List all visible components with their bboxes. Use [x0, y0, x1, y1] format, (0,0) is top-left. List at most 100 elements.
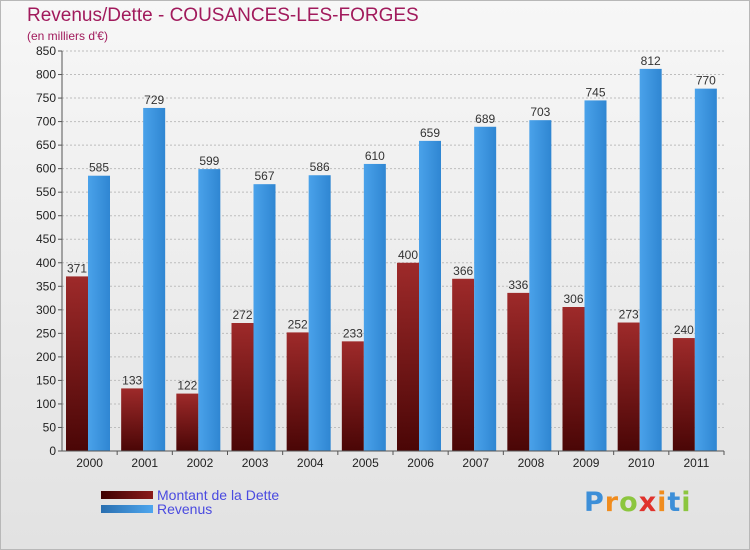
x-tick-label: 2000: [76, 456, 103, 470]
data-label: 371: [67, 261, 87, 275]
logo-letter: P: [584, 487, 605, 518]
data-label: 567: [254, 169, 274, 183]
y-tick-label: 550: [36, 185, 56, 199]
logo-letter: r: [604, 487, 620, 518]
bar-revenus: [143, 107, 166, 452]
x-tick-label: 2011: [684, 456, 710, 470]
data-label: 659: [420, 126, 440, 140]
y-tick-label: 600: [36, 162, 56, 176]
proxiti-logo: Proxiti: [584, 487, 692, 518]
y-tick-label: 50: [43, 420, 57, 434]
legend-label-dette: Montant de la Dette: [157, 487, 280, 503]
data-label: 703: [530, 105, 550, 119]
y-tick-label: 250: [36, 326, 56, 340]
y-tick-label: 100: [36, 397, 56, 411]
bar-dette: [176, 393, 199, 451]
y-tick-label: 0: [49, 444, 56, 458]
chart-subtitle: (en milliers d'€): [27, 29, 108, 43]
data-label: 745: [585, 85, 605, 99]
data-label: 336: [508, 278, 528, 292]
legend-item-dette: Montant de la Dette: [101, 487, 280, 503]
x-tick-label: 2001: [131, 456, 158, 470]
bar-revenus: [88, 175, 110, 452]
bar-dette: [121, 388, 144, 451]
y-tick-label: 300: [36, 303, 56, 317]
y-tick-label: 650: [36, 138, 56, 152]
y-tick-label: 850: [36, 44, 56, 58]
bar-revenus: [363, 163, 386, 452]
bar-dette: [66, 276, 88, 451]
x-axis: 2000 2001 2002 2003 2004 2005 2006 2007 2008 2009…: [62, 450, 725, 470]
x-tick-label: 2010: [628, 456, 655, 470]
bar-dette: [231, 323, 254, 451]
data-label: 585: [89, 161, 109, 175]
legend-swatch-revenus: [101, 505, 153, 513]
data-label: 812: [641, 54, 661, 68]
x-tick-label: 2005: [352, 456, 379, 470]
bar-dette: [452, 278, 475, 451]
logo-letter: i: [681, 487, 692, 518]
bar-dette: [397, 262, 419, 451]
y-tick-label: 350: [36, 279, 56, 293]
data-label: 400: [398, 248, 418, 262]
data-label: 233: [343, 326, 363, 340]
chart-title: Revenus/Dette - COUSANCES-LES-FORGES: [27, 5, 419, 26]
y-tick-label: 750: [36, 91, 56, 105]
bar-dette: [507, 292, 530, 451]
data-label: 689: [475, 112, 495, 126]
data-label: 306: [563, 292, 583, 306]
bar-revenus: [529, 120, 552, 452]
y-tick-label: 700: [36, 115, 56, 129]
y-tick-label: 200: [36, 350, 56, 364]
y-tick-label: 500: [36, 209, 56, 223]
legend: Montant de la Dette Revenus: [101, 487, 280, 517]
logo-letter: x: [638, 487, 658, 518]
bar-revenus: [198, 169, 221, 451]
y-tick-label: 450: [36, 232, 56, 246]
y-axis: 0 50 100 150 200 250 300 350 400 450 500 550 600 650 7…: [36, 44, 63, 458]
logo-letter: i: [657, 487, 668, 518]
x-tick-label: 2007: [462, 456, 489, 470]
bar-dette: [341, 341, 364, 451]
bars: 371 585 133 729 122 599 272 567 252 586 233 610 400 6…: [66, 54, 717, 452]
y-tick-label: 150: [36, 373, 56, 387]
data-label: 122: [177, 379, 197, 393]
x-tick-label: 2008: [518, 456, 545, 470]
data-label: 240: [674, 323, 694, 337]
data-label: 729: [144, 93, 164, 107]
y-tick-label: 800: [36, 68, 56, 82]
bar-dette: [617, 322, 640, 451]
bar-revenus: [308, 175, 331, 451]
bar-revenus: [584, 100, 607, 451]
legend-label-revenus: Revenus: [157, 501, 213, 517]
logo-letter: o: [619, 487, 639, 518]
bar-revenus: [474, 126, 497, 451]
x-tick-label: 2004: [297, 456, 324, 470]
bar-dette: [286, 332, 309, 451]
legend-item-revenus: Revenus: [101, 501, 279, 517]
bar-dette: [562, 307, 585, 451]
data-label: 273: [619, 308, 639, 322]
data-label: 272: [232, 308, 252, 322]
x-tick-label: 2009: [573, 456, 600, 470]
bar-dette: [672, 338, 695, 451]
x-tick-label: 2002: [187, 456, 214, 470]
y-tick-label: 400: [36, 256, 56, 270]
bar-revenus: [694, 88, 717, 451]
data-label: 599: [199, 154, 219, 168]
x-tick-label: 2003: [242, 456, 269, 470]
logo-letter: t: [667, 487, 682, 518]
data-label: 252: [288, 317, 308, 331]
data-label: 770: [696, 74, 716, 88]
x-tick-label: 2006: [407, 456, 434, 470]
bar-revenus: [639, 68, 662, 451]
data-label: 610: [365, 149, 385, 163]
bar-revenus: [419, 140, 441, 451]
data-label: 586: [310, 160, 330, 174]
bar-revenus: [253, 184, 276, 452]
legend-swatch-dette: [101, 491, 153, 499]
data-label: 366: [453, 264, 473, 278]
data-label: 133: [122, 373, 142, 387]
